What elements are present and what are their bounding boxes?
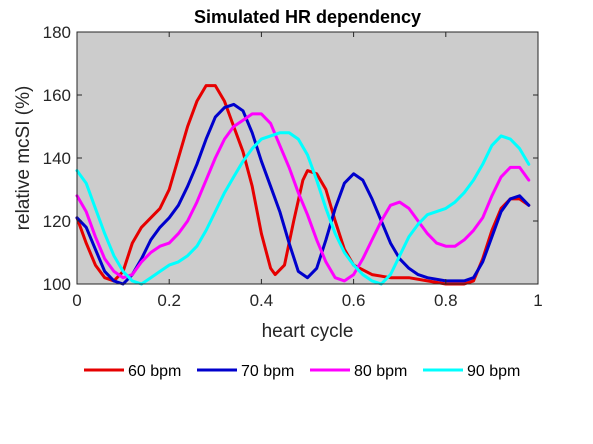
y-axis-label: relative mcSI (%) bbox=[13, 86, 34, 231]
x-tick-label: 0 bbox=[72, 291, 81, 310]
y-tick-label: 140 bbox=[43, 149, 71, 168]
series-line-2 bbox=[75, 102, 531, 286]
chart-title: Simulated HR dependency bbox=[194, 7, 421, 27]
legend-label-1: 60 bpm bbox=[128, 363, 181, 380]
tick-layer: 0 0.2 0.4 0.6 0.8 1 100 120 140 160 180 bbox=[43, 23, 543, 310]
x-tick-label: 1 bbox=[533, 291, 542, 310]
y-tick-label: 180 bbox=[43, 23, 71, 42]
legend: 60 bpm 70 bpm 80 bpm 90 bpm bbox=[84, 363, 520, 380]
series-line-4 bbox=[75, 131, 531, 286]
x-tick-label: 0.6 bbox=[342, 291, 366, 310]
series-line-3 bbox=[75, 112, 531, 283]
y-tick-label: 160 bbox=[43, 86, 71, 105]
legend-label-4: 90 bpm bbox=[467, 363, 520, 380]
y-tick-label: 120 bbox=[43, 212, 71, 231]
legend-label-2: 70 bpm bbox=[241, 363, 294, 380]
y-tick-label: 100 bbox=[43, 275, 71, 294]
x-tick-label: 0.4 bbox=[250, 291, 274, 310]
x-axis-label: heart cycle bbox=[262, 321, 354, 342]
x-tick-label: 0.2 bbox=[157, 291, 181, 310]
x-tick-label: 0.8 bbox=[434, 291, 458, 310]
legend-label-3: 80 bpm bbox=[354, 363, 407, 380]
